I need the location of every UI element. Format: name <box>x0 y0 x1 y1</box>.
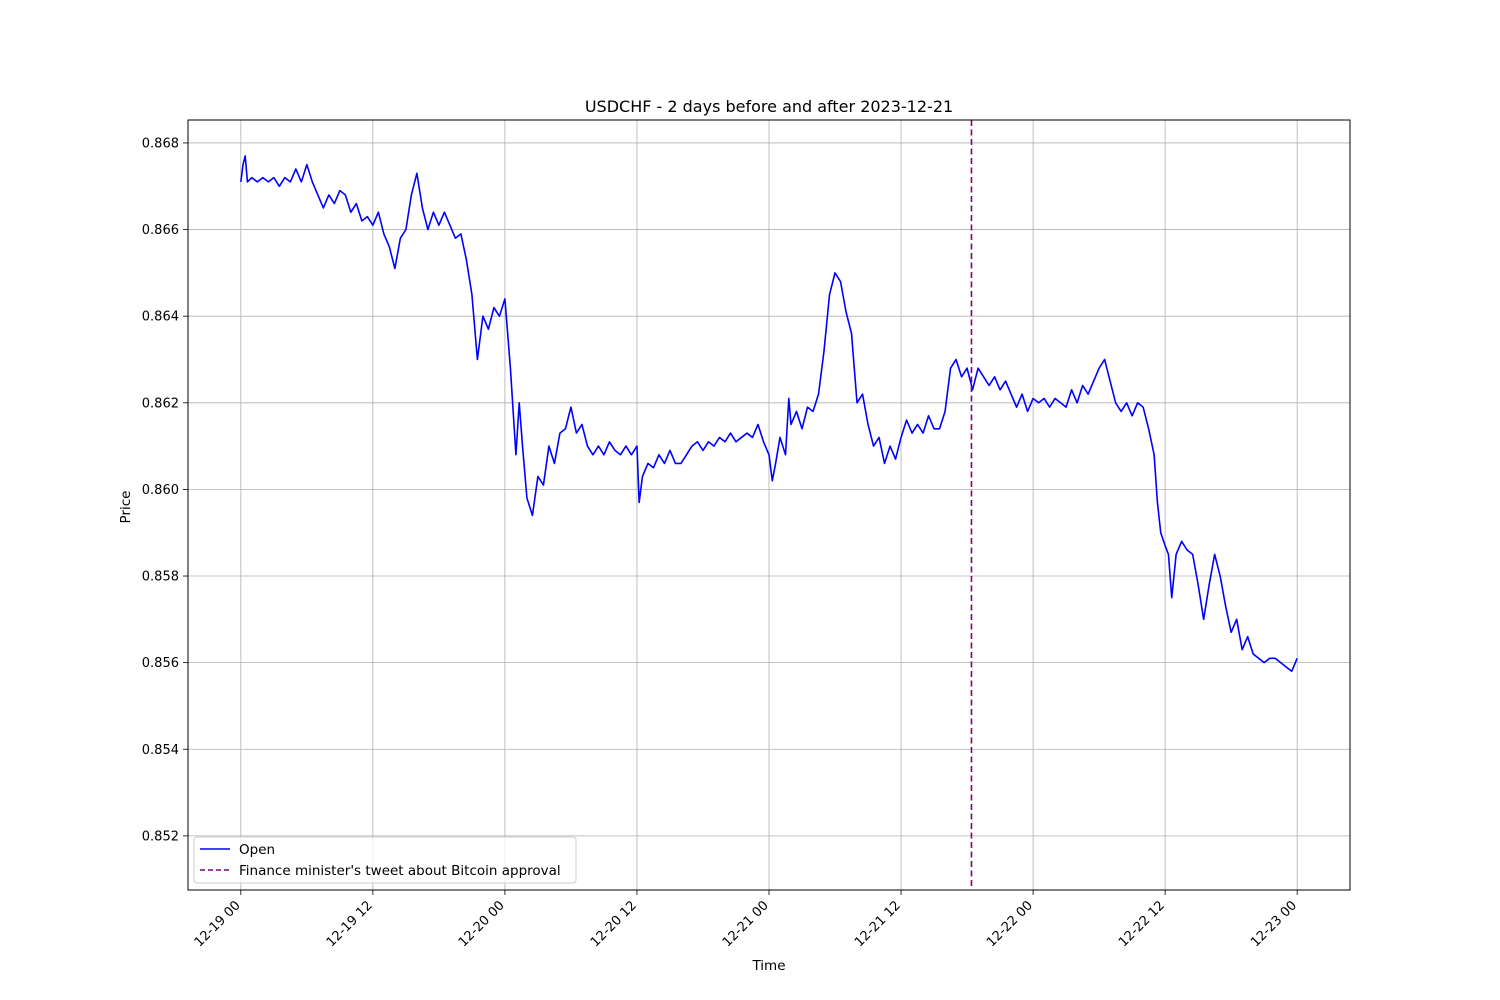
y-tick-label: 0.862 <box>142 396 179 411</box>
y-tick-label: 0.856 <box>142 656 179 671</box>
y-tick-label: 0.868 <box>142 136 179 151</box>
y-tick-label: 0.858 <box>142 570 179 585</box>
y-axis: 0.852 0.854 0.856 0.858 0.860 0.862 0.864 0.866… <box>142 136 188 844</box>
legend-box <box>193 836 577 884</box>
y-tick-label: 0.860 <box>142 483 179 498</box>
legend: Open Finance minister's tweet about Bitc… <box>193 836 577 884</box>
legend-label-event: Finance minister's tweet about Bitcoin a… <box>239 863 561 879</box>
grid <box>188 120 1350 890</box>
series-layer <box>240 155 1298 673</box>
chart-title: USDCHF - 2 days before and after 2023-12… <box>585 97 953 116</box>
y-tick-label: 0.864 <box>142 310 179 325</box>
legend-label-open: Open <box>239 842 275 858</box>
y-axis-label: Price <box>118 491 134 524</box>
y-tick-label: 0.854 <box>142 743 179 758</box>
series-line-open <box>240 155 1298 673</box>
x-axis-label: Time <box>751 958 785 974</box>
y-tick-label: 0.852 <box>142 829 179 844</box>
y-tick-label: 0.866 <box>142 223 179 238</box>
